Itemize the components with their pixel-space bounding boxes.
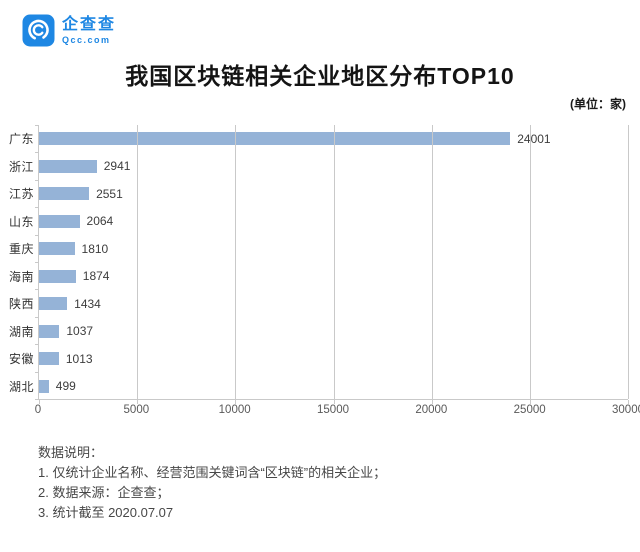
gridline <box>628 125 629 399</box>
category-label: 湖南 <box>8 324 34 339</box>
y-tick-mark <box>35 125 39 126</box>
x-tick-label: 30000 <box>612 404 640 416</box>
y-tick-mark <box>35 207 39 209</box>
plot-area: 广东 24001 浙江 2941 江苏 2551 山东 2064 <box>9 125 629 404</box>
bar-row: 重庆 1810 <box>9 235 628 263</box>
category-label: 江苏 <box>8 187 34 202</box>
qcc-logo: 企查查 Qcc.com <box>22 14 116 47</box>
x-tick-mark <box>137 400 139 404</box>
bar-chart: 广东 24001 浙江 2941 江苏 2551 山东 2064 <box>0 125 640 418</box>
category-label: 安徽 <box>8 352 34 367</box>
y-tick-mark <box>35 234 39 236</box>
bar <box>39 214 80 228</box>
bar-row: 湖南 1037 <box>9 318 628 346</box>
x-tick-mark <box>431 400 433 404</box>
x-tick-label: 5000 <box>123 404 150 416</box>
bar <box>39 324 60 338</box>
y-tick-mark <box>35 152 39 154</box>
bar <box>39 187 90 201</box>
value-label: 1013 <box>65 351 93 366</box>
footer-heading: 数据说明： <box>38 445 104 460</box>
bar-row: 安徽 1013 <box>9 345 628 373</box>
x-tick-label: 15000 <box>317 404 349 416</box>
category-label: 广东 <box>8 132 34 147</box>
bar <box>39 159 97 173</box>
x-axis: 0 5000 10000 15000 20000 25000 30000 <box>34 400 640 418</box>
value-label: 1037 <box>66 324 94 339</box>
unit-label: (单位：家) <box>570 97 626 111</box>
x-tick-label: 0 <box>34 404 42 416</box>
gridline <box>235 125 237 399</box>
gridline <box>529 125 531 399</box>
bar <box>39 132 511 146</box>
footer-note: 1. 仅统计企业名称、经营范围关键词含“区块链”的相关企业； <box>38 465 387 480</box>
page-title: 我国区块链相关企业地区分布TOP10 <box>125 63 515 89</box>
category-label: 重庆 <box>8 242 34 257</box>
footer-note: 3. 统计截至 2020.07.07 <box>38 505 174 520</box>
value-label: 24001 <box>517 131 551 146</box>
y-tick-mark <box>35 399 39 400</box>
gridline <box>333 125 335 399</box>
y-tick-mark <box>35 262 39 263</box>
bar <box>39 242 75 256</box>
footer-note: 2. 数据来源：企查查； <box>38 485 170 500</box>
category-label: 陕西 <box>8 297 34 312</box>
category-label: 浙江 <box>8 159 34 174</box>
footer: 数据说明： 1. 仅统计企业名称、经营范围关键词含“区块链”的相关企业； 2. … <box>38 443 620 523</box>
category-label: 湖北 <box>8 379 34 394</box>
x-tick-mark <box>333 400 335 404</box>
x-tick-mark <box>529 400 531 404</box>
x-tick-mark <box>628 400 629 404</box>
y-tick-mark <box>35 371 39 373</box>
qcc-logo-text: 企查查 Qcc.com <box>62 16 116 46</box>
bar-row: 海南 1874 <box>9 263 628 291</box>
x-tick-mark <box>235 400 237 404</box>
gridline <box>137 125 139 399</box>
x-tick-label: 10000 <box>218 404 251 416</box>
value-label: 2551 <box>96 186 123 201</box>
category-label: 海南 <box>8 269 34 284</box>
gridline <box>431 125 433 399</box>
y-tick-mark <box>35 316 39 318</box>
bar-rows: 广东 24001 浙江 2941 江苏 2551 山东 2064 <box>9 125 628 401</box>
value-label: 2941 <box>103 159 131 174</box>
x-tick-mark <box>39 400 40 404</box>
value-label: 499 <box>55 379 76 394</box>
qcc-logo-domain: Qcc.com <box>62 34 111 45</box>
qcc-logo-icon <box>22 14 55 47</box>
bar-row: 陕西 1434 <box>9 290 628 318</box>
x-tick-label: 20000 <box>415 404 448 416</box>
value-label: 2064 <box>86 214 114 229</box>
bar <box>39 352 59 366</box>
category-label: 山东 <box>8 214 34 229</box>
bar-row: 广东 24001 <box>9 125 628 153</box>
bar-row: 山东 2064 <box>9 208 628 236</box>
value-label: 1874 <box>82 269 110 284</box>
bar <box>39 297 68 311</box>
bar <box>39 379 49 393</box>
value-label: 1810 <box>81 241 109 256</box>
x-tick-label: 25000 <box>513 404 546 416</box>
qcc-logo-name: 企查查 <box>62 15 117 33</box>
bar-row: 浙江 2941 <box>9 153 628 181</box>
y-tick-mark <box>35 179 39 181</box>
value-label: 1434 <box>74 296 101 311</box>
y-tick-mark <box>35 344 39 346</box>
bar <box>39 269 76 283</box>
bar-row: 湖北 499 <box>9 373 628 401</box>
y-tick-mark <box>35 289 39 291</box>
bar-row: 江苏 2551 <box>9 180 628 208</box>
